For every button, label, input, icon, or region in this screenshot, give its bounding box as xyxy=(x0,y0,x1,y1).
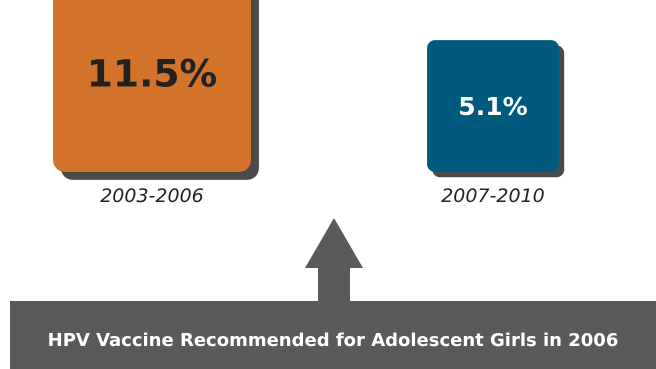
bar-group-2003-2006: 11.5% 2003-2006 xyxy=(53,0,259,207)
recommendation-banner: HPV Vaccine Recommended for Adolescent G… xyxy=(10,301,656,369)
category-label: 2007-2010 xyxy=(441,185,545,207)
data-label: 11.5% xyxy=(87,52,217,96)
bar-group-2007-2010: 5.1% 2007-2010 xyxy=(427,40,565,207)
bars: 11.5% 2003-2006 5.1% 2007-2010 xyxy=(53,0,565,207)
arrow-icon xyxy=(305,218,363,303)
banner-text: HPV Vaccine Recommended for Adolescent G… xyxy=(47,329,619,351)
bar xyxy=(53,0,251,172)
data-label: 5.1% xyxy=(458,92,527,121)
bar xyxy=(427,40,559,172)
category-label: 2003-2006 xyxy=(100,185,204,207)
